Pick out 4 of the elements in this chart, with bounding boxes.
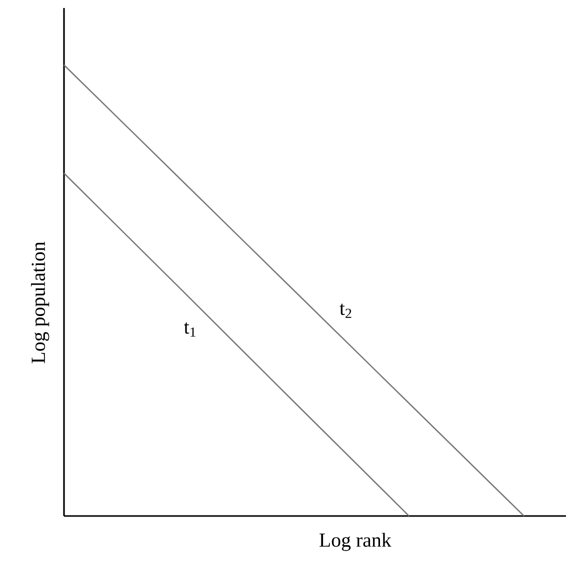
y-axis-title: Log population — [31, 242, 50, 364]
x-axis-title: Log rank — [320, 532, 392, 551]
series-label: t$_{1}$ — [184, 322, 196, 337]
series-label: t$_{2}$ — [340, 304, 352, 318]
